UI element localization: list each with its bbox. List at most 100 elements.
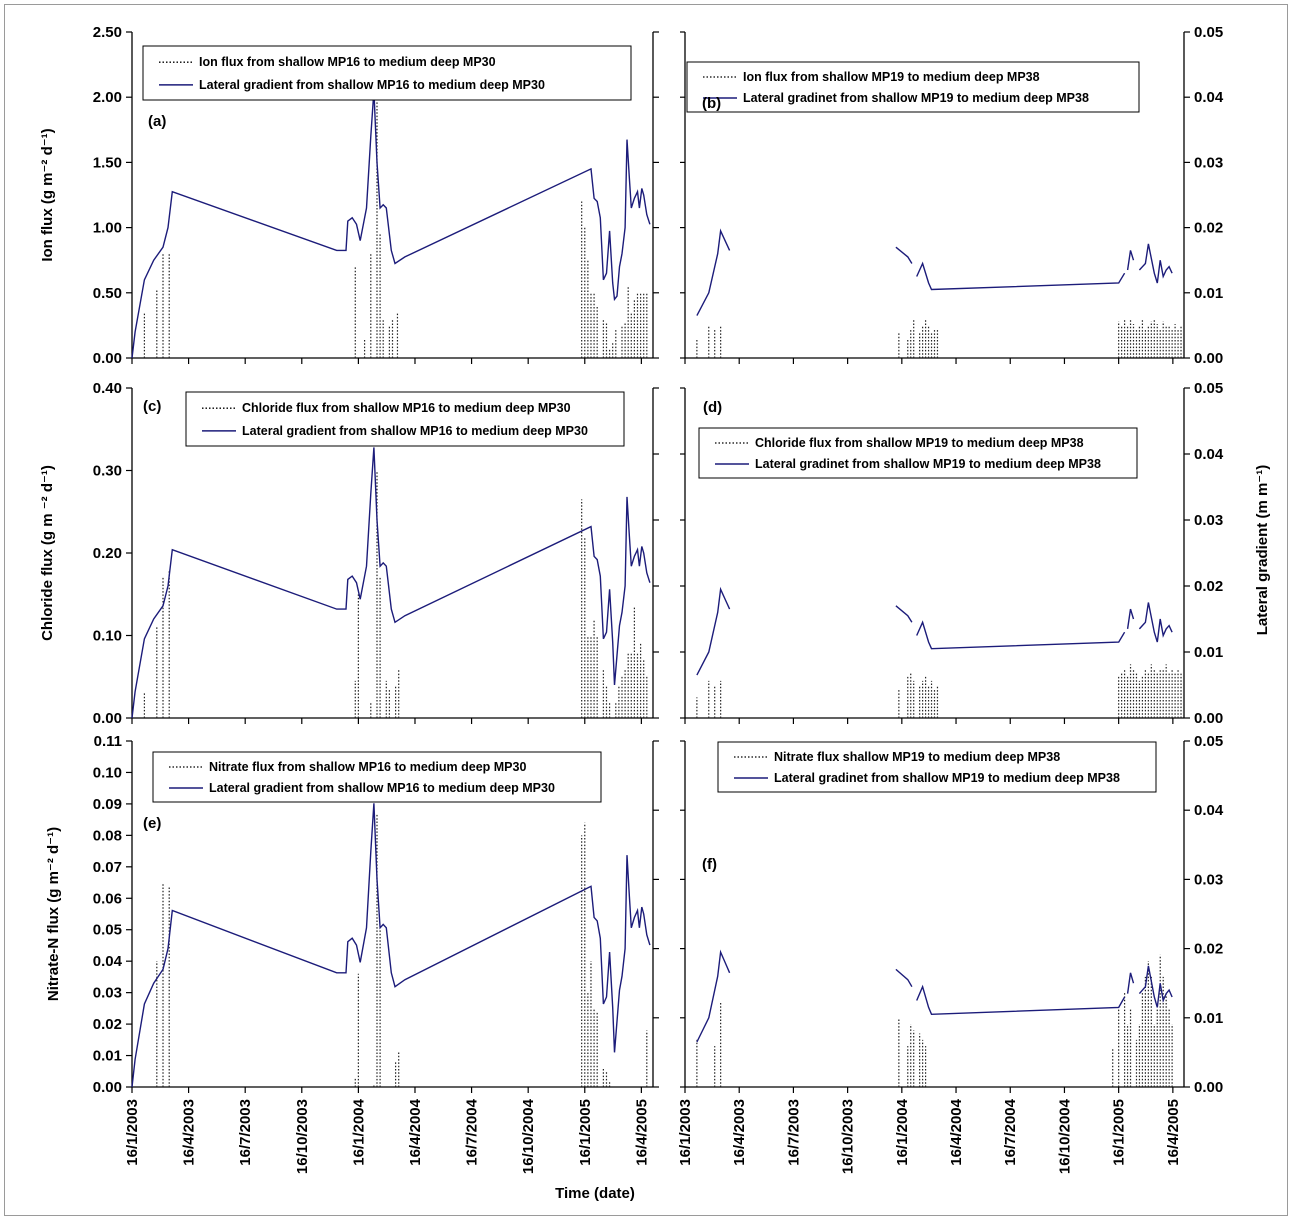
y-tick-label: 0.50	[93, 285, 122, 302]
x-tick-label: 16/1/2004	[894, 1098, 911, 1165]
y-tick-label: 1.50	[93, 154, 122, 171]
x-axis-title: Time (date)	[555, 1185, 635, 1202]
y-tick-label: 0.30	[93, 463, 122, 480]
y-tick-label: 2.00	[93, 89, 122, 106]
legend-box	[686, 61, 1140, 113]
y2-tick-label: 0.03	[1194, 871, 1223, 888]
gradient-line	[1126, 972, 1135, 994]
y-tick-label: 0.00	[93, 1079, 122, 1096]
y2-tick-label: 0.04	[1194, 802, 1224, 819]
y-axis-title-nitrate-flux: Nitrate-N flux (g m⁻² d⁻¹)	[45, 827, 62, 1001]
gradient-line	[1126, 608, 1135, 630]
panel-label: (c)	[143, 398, 161, 415]
y-tick-label: 0.00	[93, 350, 122, 367]
y2-tick-label: 0.03	[1194, 154, 1223, 171]
y2-tick-label: 0.02	[1194, 220, 1223, 237]
panel-label: (e)	[143, 815, 161, 832]
x-tick-label: 16/4/2003	[181, 1099, 198, 1166]
y2-tick-label: 0.01	[1194, 1010, 1223, 1027]
legend-box	[185, 391, 625, 447]
y2-tick-label: 0.00	[1194, 710, 1223, 727]
legend-label-flux: Ion flux from shallow MP16 to medium dee…	[199, 55, 496, 69]
x-tick-label: 16/1/2003	[677, 1099, 694, 1166]
gradient-line	[131, 447, 651, 719]
y-tick-label: 0.40	[93, 380, 122, 397]
y2-tick-label: 0.05	[1194, 733, 1223, 750]
gradient-line	[131, 803, 651, 1088]
gradient-line	[696, 949, 731, 1043]
legend-box	[142, 45, 632, 101]
x-tick-label: 16/7/2003	[237, 1099, 254, 1166]
panel-b: 0.00 0.01 0.02 0.03 0.04 0.05 Ion flux from sh…	[680, 24, 1224, 367]
gradient-line	[916, 984, 1126, 1016]
legend-label-gradient: Lateral gradinet from shallow MP19 to me…	[755, 457, 1101, 471]
x-tick-label: 16/1/2005	[577, 1099, 594, 1166]
legend-label-flux: Nitrate flux shallow MP19 to medium deep…	[774, 750, 1060, 764]
gradient-line	[1126, 250, 1135, 271]
y-tick-label: 0.11	[94, 733, 122, 750]
legend-label-gradient: Lateral gradient from shallow MP16 to me…	[242, 424, 588, 438]
legend-label-flux: Chloride flux from shallow MP16 to mediu…	[242, 401, 571, 415]
y-tick-label: 1.00	[93, 220, 122, 237]
gradient-line	[696, 228, 731, 316]
gradient-line	[131, 90, 651, 359]
gradient-line	[1138, 965, 1173, 1008]
y-tick-label: 0.10	[93, 764, 122, 781]
x-tick-label: 16/1/2003	[124, 1099, 141, 1166]
x-tick-label: 16/4/2003	[731, 1099, 748, 1166]
panel-e: 0.00 0.01 0.02 0.03 0.04 0.05 0.06 0.07 0.08 0.09…	[93, 733, 659, 1174]
legend-label-gradient: Lateral gradient from shallow MP16 to me…	[209, 781, 555, 795]
gradient-line	[1138, 243, 1173, 284]
panel-f: 0.00 0.01 0.02 0.03 0.04 0.05 16/1/2003 16/4/20…	[677, 733, 1224, 1174]
y2-tick-label: 0.02	[1194, 578, 1223, 595]
y-tick-label: 0.10	[93, 628, 122, 645]
y2-tick-label: 0.01	[1194, 285, 1223, 302]
legend-box	[698, 427, 1138, 479]
gradient-line	[895, 605, 913, 623]
panel-label: (f)	[702, 856, 717, 873]
x-tick-label: 16/4/2004	[407, 1098, 424, 1165]
gradient-line	[696, 586, 731, 676]
legend-box	[152, 751, 602, 803]
y-axis-title-ion-flux: Ion flux (g m⁻² d⁻¹)	[39, 128, 56, 261]
y-tick-label: 0.07	[93, 859, 122, 876]
gradient-line	[1138, 602, 1173, 643]
y2-tick-label: 0.04	[1194, 89, 1224, 106]
x-tick-label: 16/7/2003	[785, 1099, 802, 1166]
x-tick-label: 16/10/2003	[294, 1099, 311, 1174]
panel-d: 0.00 0.01 0.02 0.03 0.04 0.05 Chloride flux fr…	[680, 380, 1224, 727]
y-tick-label: 2.50	[93, 24, 122, 41]
y-tick-label: 0.05	[93, 922, 122, 939]
y-tick-label: 0.04	[93, 953, 123, 970]
y2-tick-label: 0.04	[1194, 446, 1224, 463]
x-tick-label: 16/1/2004	[350, 1098, 367, 1165]
x-tick-label: 16/7/2004	[1002, 1098, 1019, 1165]
panel-label: (b)	[702, 95, 721, 112]
y2-tick-label: 0.03	[1194, 512, 1223, 529]
gradient-line	[895, 968, 913, 988]
y2-axis-title-lateral-gradient: Lateral gradient (m m⁻¹)	[1254, 465, 1271, 635]
x-tick-label: 16/4/2005	[1165, 1099, 1182, 1166]
legend-label-gradient: Lateral gradinet from shallow MP19 to me…	[743, 91, 1089, 105]
x-tick-label: 16/1/2005	[1111, 1099, 1128, 1166]
legend-label-flux: Chloride flux from shallow MP19 to mediu…	[755, 436, 1084, 450]
x-tick-label: 16/7/2004	[464, 1098, 481, 1165]
panel-label: (d)	[703, 399, 722, 416]
y2-tick-label: 0.01	[1194, 644, 1223, 661]
legend-box	[717, 741, 1157, 793]
x-tick-label: 16/4/2005	[633, 1099, 650, 1166]
y-tick-label: 0.20	[93, 545, 122, 562]
legend-label-gradient: Lateral gradient from shallow MP16 to me…	[199, 78, 545, 92]
y-tick-label: 0.01	[93, 1048, 122, 1065]
y-tick-label: 0.08	[93, 827, 122, 844]
y-tick-label: 0.06	[93, 890, 122, 907]
gradient-line	[916, 261, 1126, 291]
y2-tick-label: 0.05	[1194, 24, 1223, 41]
y-tick-label: 0.03	[93, 985, 122, 1002]
y-tick-label: 0.09	[93, 796, 122, 813]
legend-label-flux: Nitrate flux from shallow MP16 to medium…	[209, 760, 526, 774]
legend-label-flux: Ion flux from shallow MP19 to medium dee…	[743, 70, 1040, 84]
x-tick-label: 16/10/2004	[1056, 1098, 1073, 1174]
figure-frame	[4, 4, 1288, 1216]
